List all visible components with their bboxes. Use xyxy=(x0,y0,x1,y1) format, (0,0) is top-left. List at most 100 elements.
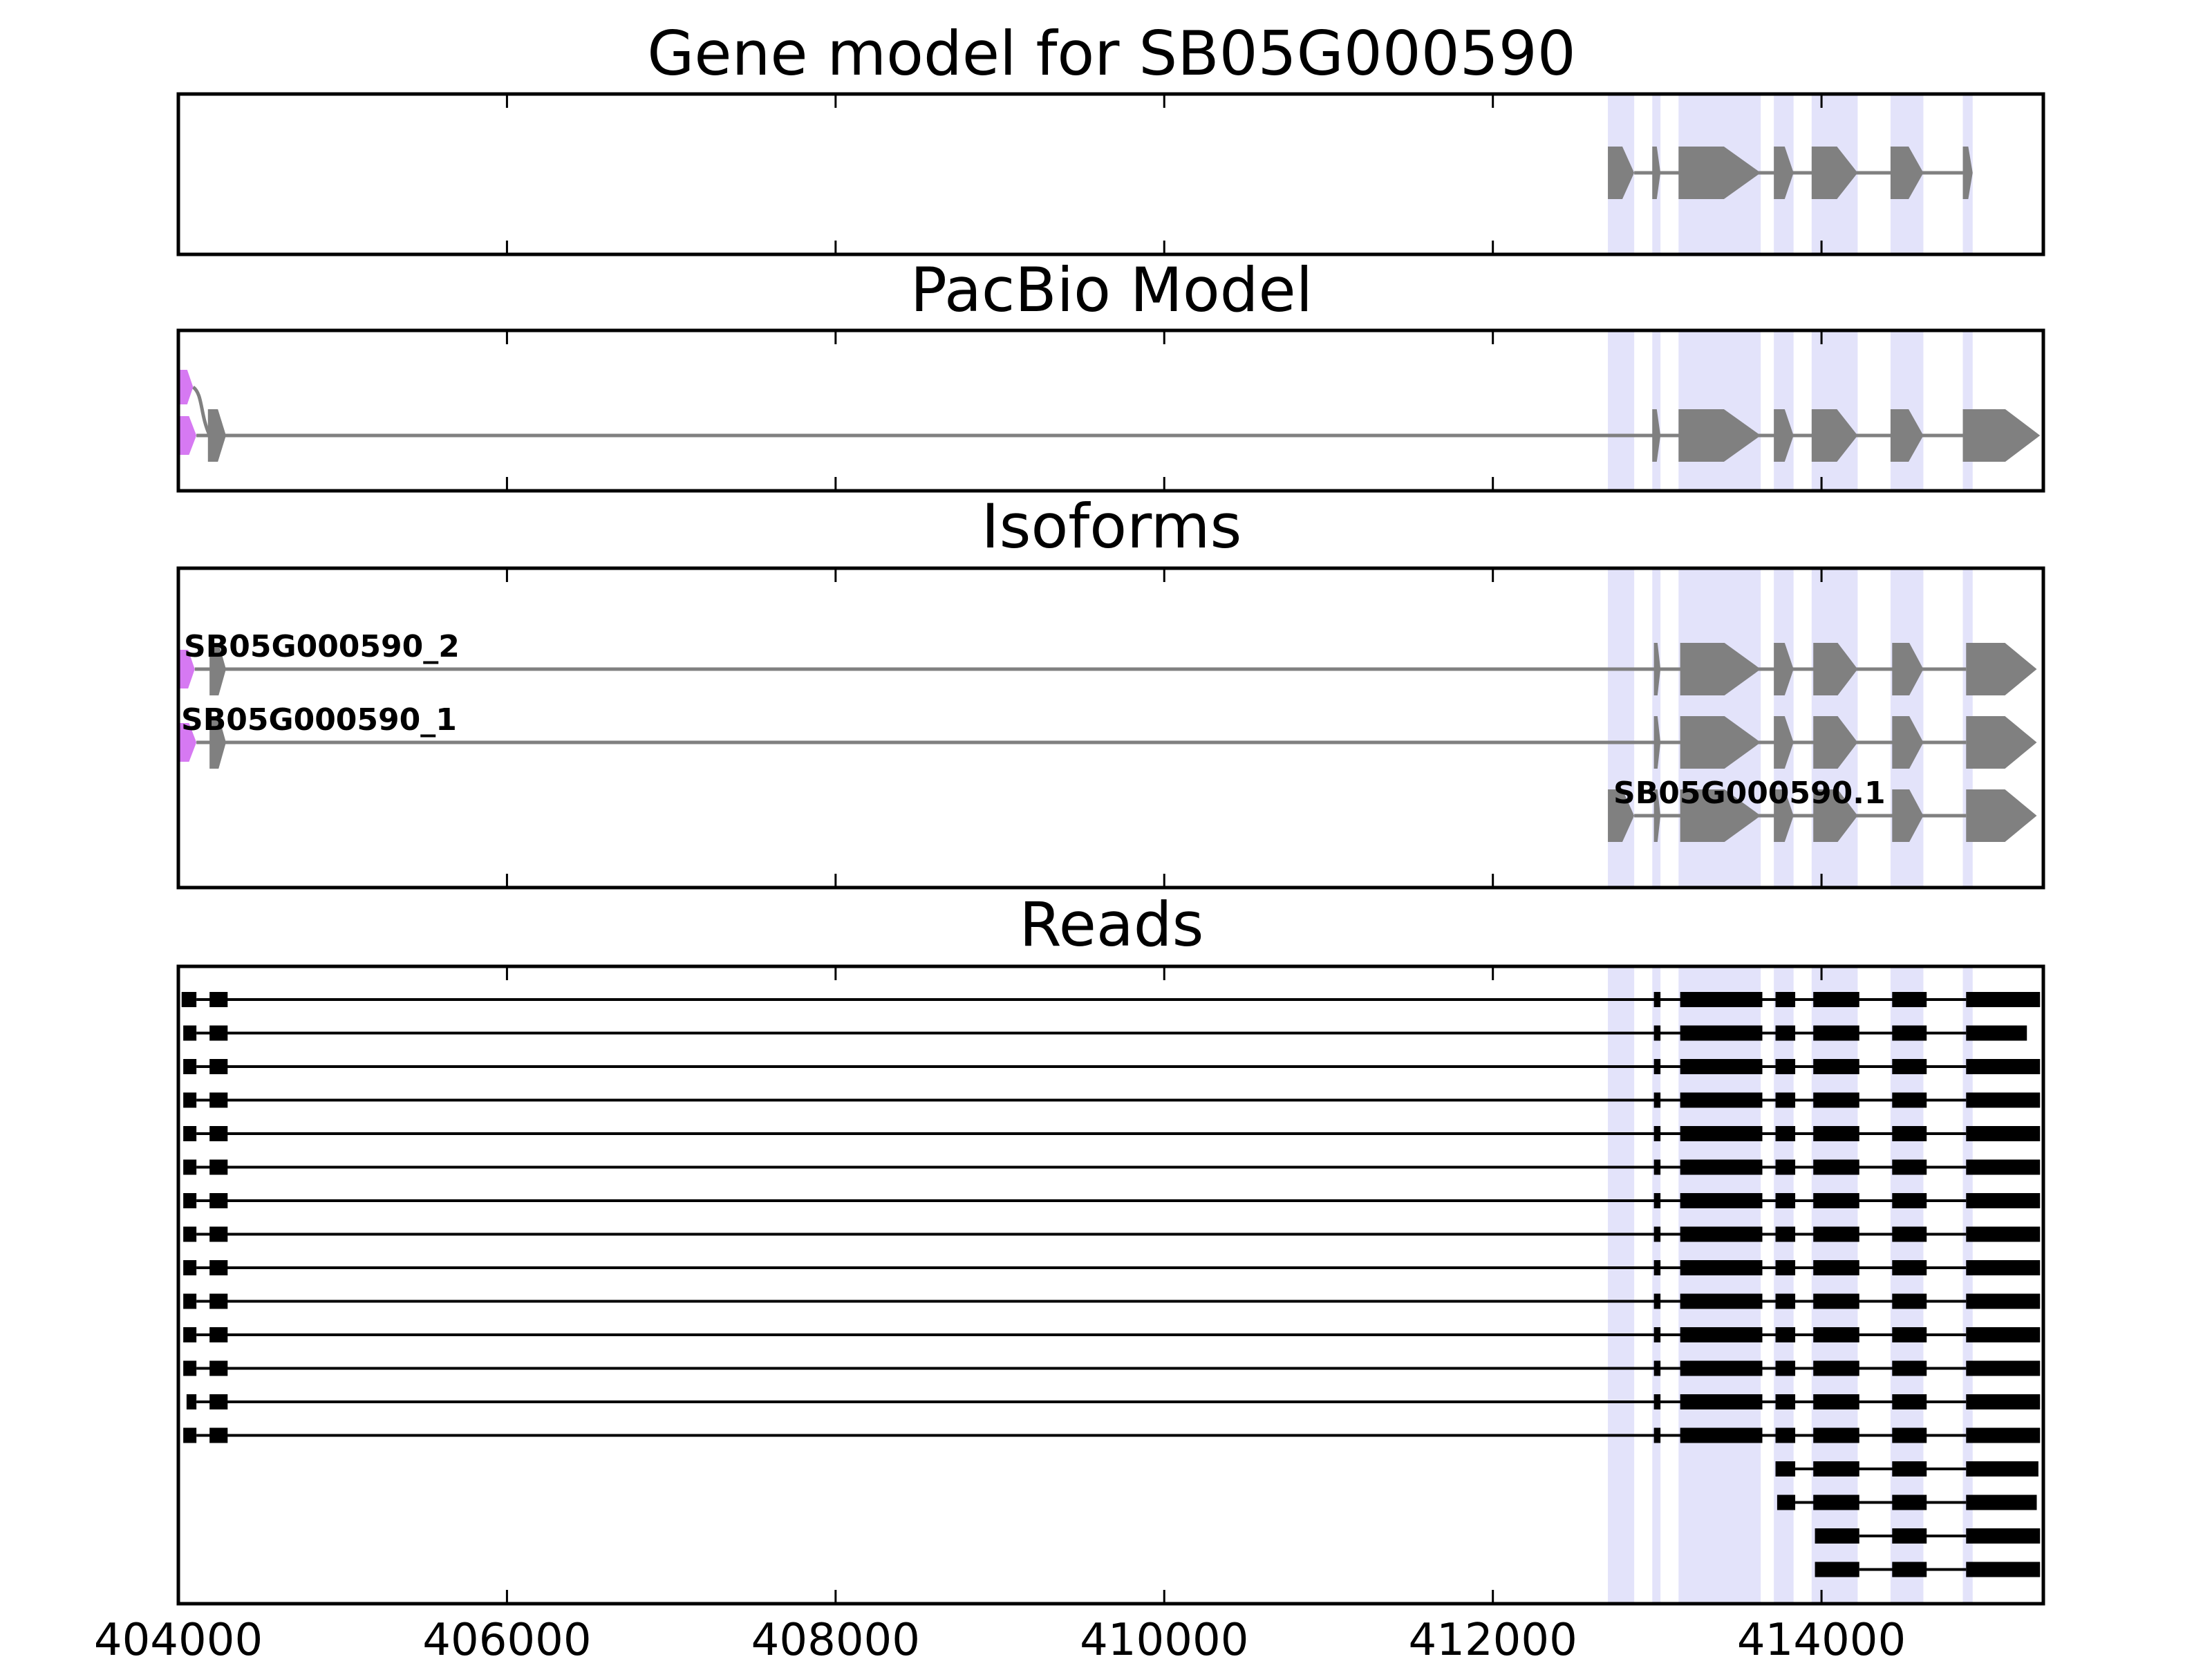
read-block xyxy=(1892,1193,1927,1208)
x-tick-label: 404000 xyxy=(94,1615,263,1659)
read-block xyxy=(1892,1092,1927,1108)
read-row xyxy=(1815,1528,2041,1544)
read-block xyxy=(1813,1427,1859,1443)
read-block xyxy=(1813,1360,1859,1376)
read-block xyxy=(183,1226,197,1242)
isoform-label: SB05G000590.1 xyxy=(1613,776,1886,811)
read-row xyxy=(183,1159,2041,1175)
read-block xyxy=(1775,1260,1796,1275)
exon-block xyxy=(1774,643,1794,695)
isoforms-track-0: SB05G000590_2 xyxy=(180,629,2037,695)
read-block xyxy=(1966,1126,2041,1141)
read-block xyxy=(1966,1159,2041,1175)
exon-block xyxy=(1811,147,1858,199)
read-block xyxy=(1775,1193,1796,1208)
read-block xyxy=(1775,1360,1796,1376)
read-block xyxy=(186,1394,197,1409)
exon-block xyxy=(1653,789,1661,842)
read-block xyxy=(1892,1260,1927,1275)
exon-block xyxy=(1966,716,2037,769)
read-block xyxy=(1775,1327,1796,1342)
read-block xyxy=(1892,992,1927,1007)
read-block xyxy=(1680,1126,1763,1141)
read-row xyxy=(183,1360,2041,1376)
read-block xyxy=(1680,1059,1763,1074)
read-block xyxy=(1813,1494,1859,1510)
read-block xyxy=(183,1126,197,1141)
exon-block xyxy=(1652,147,1661,199)
isoform-label: SB05G000590_2 xyxy=(184,629,460,664)
read-block xyxy=(1966,992,2041,1007)
read-block xyxy=(1813,1226,1859,1242)
exon-block xyxy=(209,716,226,769)
exon-highlight-band xyxy=(1608,966,1635,1604)
exon-block xyxy=(1813,716,1858,769)
read-block xyxy=(1966,1360,2041,1376)
read-block xyxy=(1892,1159,1927,1175)
read-block xyxy=(209,1159,228,1175)
exon-block xyxy=(1653,643,1661,695)
read-row xyxy=(183,1059,2041,1074)
read-block xyxy=(1966,1193,2041,1208)
read-block xyxy=(1966,1092,2041,1108)
read-block xyxy=(209,1059,228,1074)
read-block xyxy=(181,992,197,1007)
read-block xyxy=(1653,1126,1661,1141)
read-block xyxy=(1892,1427,1927,1443)
read-block xyxy=(209,1193,228,1208)
read-block xyxy=(1680,1092,1763,1108)
isoforms-panel: Isoforms SB05G000590_2 SB05G000590_1 SB05G… xyxy=(176,491,2045,890)
gene-model-frame xyxy=(176,92,2045,256)
read-block xyxy=(1777,1494,1796,1510)
read-block xyxy=(1892,1494,1927,1510)
read-block xyxy=(209,1025,228,1041)
read-row xyxy=(181,992,2041,1007)
gene-model-title: Gene model for SB05G000590 xyxy=(647,18,1576,89)
read-block xyxy=(1966,1494,2037,1510)
read-block xyxy=(1892,1293,1927,1309)
utr5-block xyxy=(180,370,194,404)
read-block xyxy=(1680,1226,1763,1242)
pacbio-model-track-0 xyxy=(180,370,212,437)
read-row xyxy=(183,1193,2041,1208)
read-row xyxy=(1815,1562,2041,1577)
alt-utr-connector xyxy=(191,385,212,437)
read-block xyxy=(1653,1226,1661,1242)
exon-highlight-band xyxy=(1962,966,1973,1604)
read-block xyxy=(1966,1427,2041,1443)
utr5-block xyxy=(180,416,197,455)
exon-block xyxy=(1608,147,1635,199)
x-tick-label: 410000 xyxy=(1080,1615,1248,1659)
read-block xyxy=(1892,1126,1927,1141)
read-row xyxy=(183,1260,2041,1275)
read-row xyxy=(183,1126,2041,1141)
read-block xyxy=(1680,1260,1763,1275)
read-block xyxy=(1892,1528,1927,1544)
read-row xyxy=(183,1226,2041,1242)
read-block xyxy=(1653,1327,1661,1342)
reads-panel: Reads xyxy=(176,889,2045,1606)
gene-model-panel: Gene model for SB05G000590 xyxy=(176,18,2045,256)
exon-block xyxy=(1680,716,1761,769)
read-block xyxy=(183,1159,197,1175)
pacbio-model-panel: PacBio Model xyxy=(176,254,2045,493)
read-block xyxy=(1813,1092,1859,1108)
exon-block xyxy=(1774,147,1794,199)
exon-highlight-band xyxy=(1608,330,1635,491)
isoforms-track-2: SB05G000590.1 xyxy=(1608,776,2037,842)
read-block xyxy=(1653,1092,1661,1108)
read-row xyxy=(183,1327,2041,1342)
read-row xyxy=(186,1394,2041,1409)
exon-block xyxy=(1774,409,1794,462)
read-block xyxy=(1653,992,1661,1007)
read-row xyxy=(183,1293,2041,1309)
pacbio-model-title: PacBio Model xyxy=(910,254,1313,326)
read-block xyxy=(183,1193,197,1208)
exon-block xyxy=(1892,716,1924,769)
read-block xyxy=(1966,1528,2041,1544)
read-block xyxy=(209,1260,228,1275)
read-block xyxy=(1653,1159,1661,1175)
read-block xyxy=(209,1360,228,1376)
pacbio-model-highlights xyxy=(1608,330,1973,491)
exon-block xyxy=(1892,643,1924,695)
